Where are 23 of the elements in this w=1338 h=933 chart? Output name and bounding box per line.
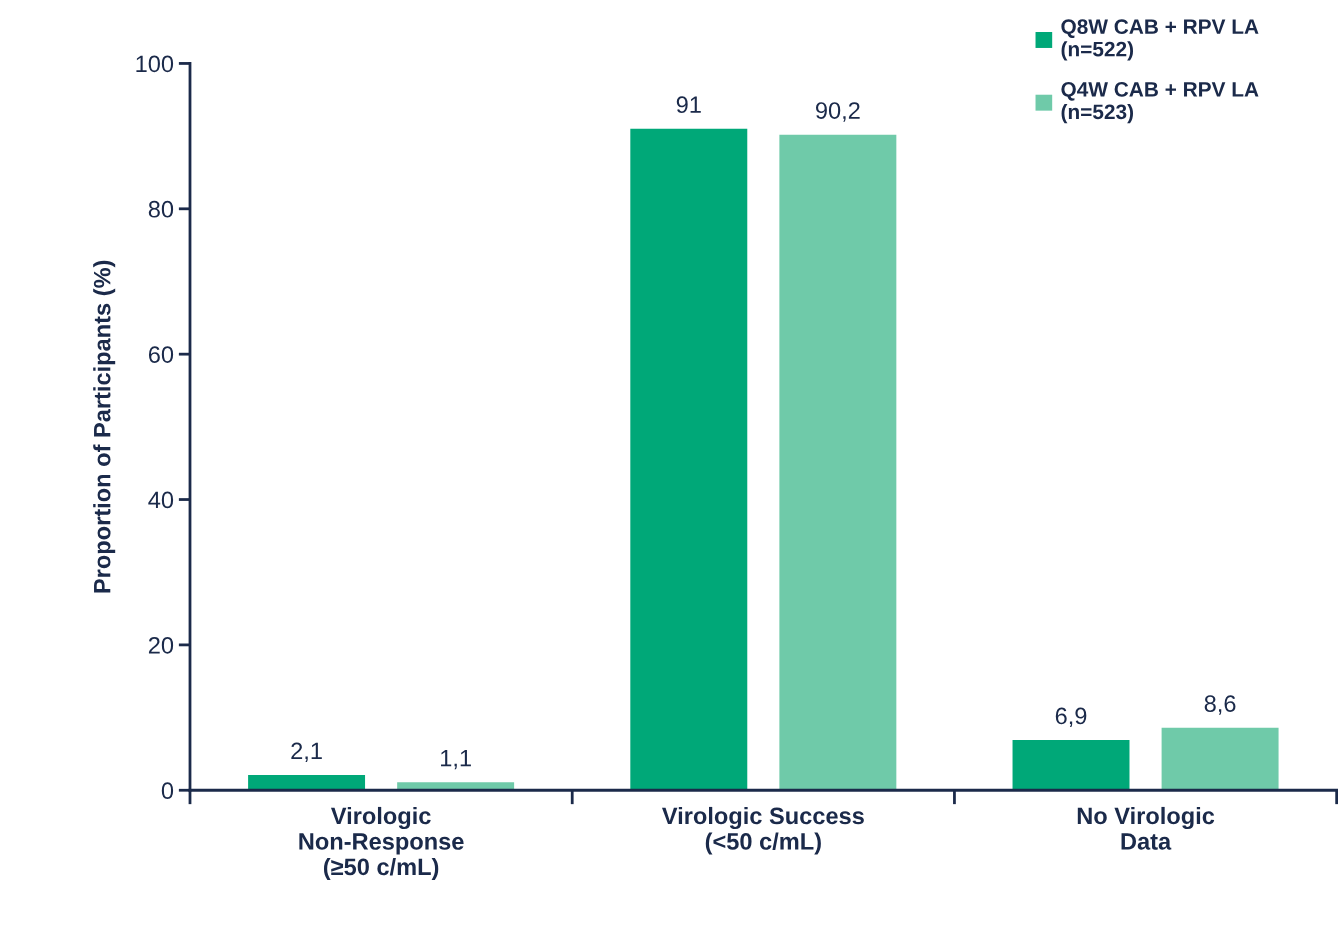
data-label: 8,6 (1204, 695, 1236, 715)
legend-label: Q8W CAB + RPV LA (n=522) (1061, 19, 1259, 61)
y-tick-label: 0 (161, 782, 174, 800)
bar (630, 128, 748, 791)
y-axis-title: Proportion of Participants (%) (93, 260, 116, 593)
x-tick-label: No Virologic Data (1077, 806, 1215, 850)
data-label: 6,9 (1055, 707, 1087, 728)
y-tick-label: 20 (148, 636, 174, 654)
y-tick-label: 80 (148, 200, 174, 218)
x-tick-label: Virologic Success (<50 c/mL) (662, 806, 864, 855)
bar (1012, 740, 1130, 791)
x-tick-label: Virologic Non-Response (≥50 c/mL) (299, 806, 464, 880)
legend-label: Q4W CAB + RPV LA (n=523) (1061, 81, 1259, 124)
bar (248, 774, 366, 791)
data-label: 1,1 (441, 750, 471, 770)
y-tick-label: 40 (148, 491, 174, 509)
data-label: 90,2 (815, 102, 860, 122)
bar (1161, 727, 1279, 791)
data-label: 91 (676, 96, 701, 114)
bar (779, 134, 897, 791)
y-tick-label: 100 (136, 55, 174, 73)
data-label: 2,1 (291, 742, 322, 762)
y-tick-label: 60 (148, 346, 174, 363)
